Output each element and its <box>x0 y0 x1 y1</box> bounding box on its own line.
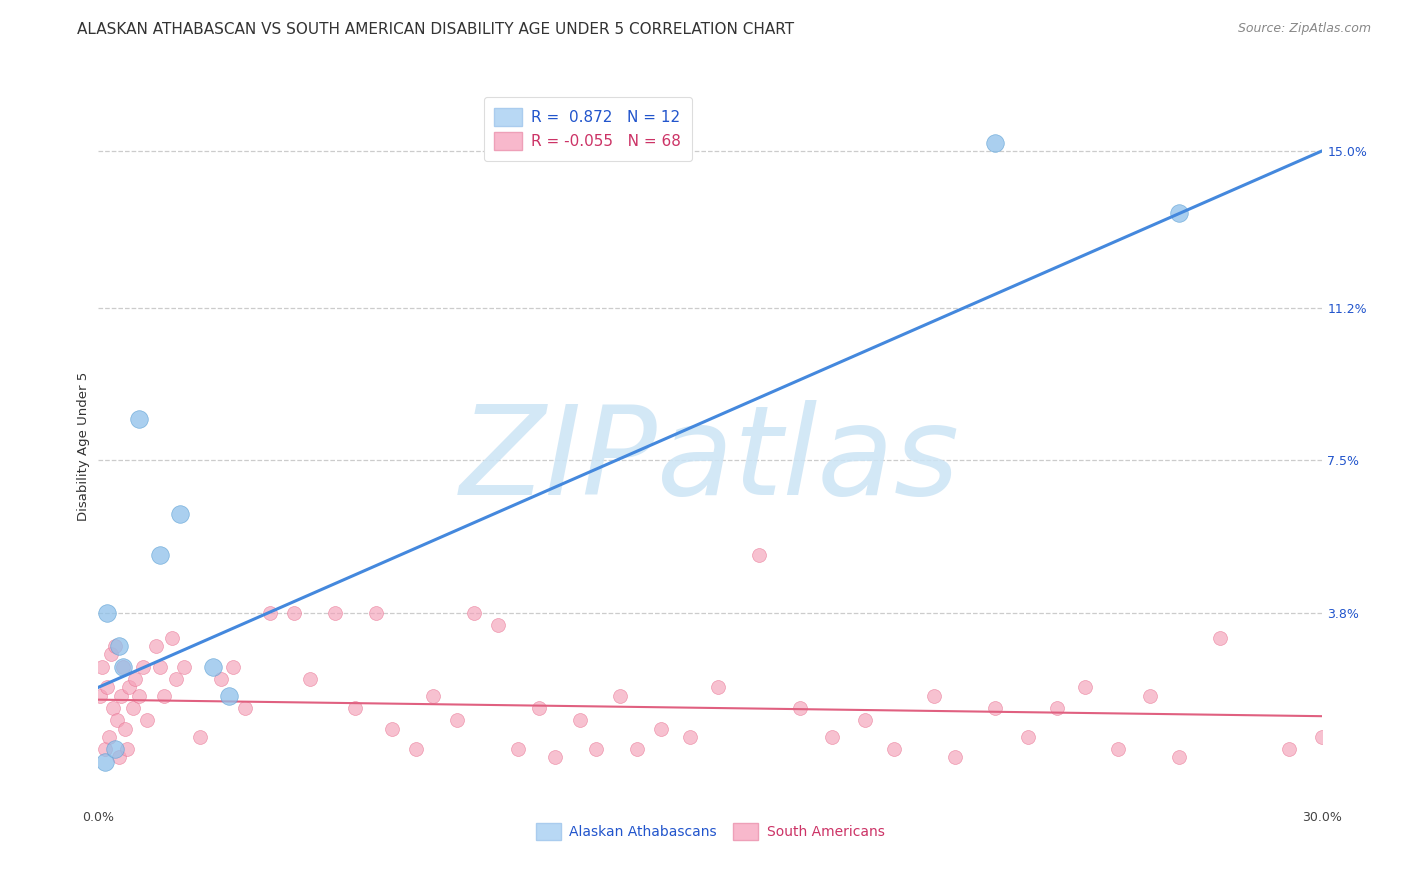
Point <box>1208 631 1232 645</box>
Point <box>381 722 404 736</box>
Point <box>679 730 702 744</box>
Point <box>626 742 648 756</box>
Point <box>233 701 256 715</box>
Point <box>93 755 115 769</box>
Point <box>93 742 115 756</box>
Point <box>883 742 905 756</box>
Point <box>209 672 232 686</box>
Point <box>115 742 138 756</box>
Point <box>1167 750 1189 764</box>
Point <box>748 549 770 563</box>
Point <box>110 689 132 703</box>
Point <box>152 689 174 703</box>
Point <box>188 730 212 744</box>
Point <box>853 714 876 728</box>
Point <box>1139 689 1161 703</box>
Point <box>222 659 245 673</box>
Point <box>585 742 607 756</box>
Text: ZIPatlas: ZIPatlas <box>460 400 960 521</box>
Legend: Alaskan Athabascans, South Americans: Alaskan Athabascans, South Americans <box>530 818 890 846</box>
Point <box>943 750 966 764</box>
Point <box>1074 681 1097 695</box>
Point <box>1310 730 1333 744</box>
Point <box>544 750 567 764</box>
Point <box>96 606 118 620</box>
Point <box>104 639 127 653</box>
Point <box>104 742 127 756</box>
Point <box>609 689 631 703</box>
Point <box>821 730 844 744</box>
Point <box>97 730 120 744</box>
Point <box>111 659 134 673</box>
Point <box>114 722 136 736</box>
Point <box>91 659 114 673</box>
Point <box>108 639 131 653</box>
Point <box>149 549 172 563</box>
Point <box>136 714 159 728</box>
Point <box>201 659 224 673</box>
Point <box>446 714 468 728</box>
Point <box>169 507 191 521</box>
Point <box>96 681 118 695</box>
Point <box>486 618 509 632</box>
Point <box>650 722 672 736</box>
Point <box>984 136 1007 150</box>
Point <box>789 701 811 715</box>
Point <box>422 689 444 703</box>
Y-axis label: Disability Age Under 5: Disability Age Under 5 <box>77 371 90 521</box>
Point <box>463 606 485 620</box>
Point <box>259 606 281 620</box>
Point <box>1167 206 1189 220</box>
Point <box>124 672 146 686</box>
Point <box>707 681 730 695</box>
Point <box>299 672 322 686</box>
Point <box>1278 742 1301 756</box>
Point <box>122 701 145 715</box>
Point <box>922 689 945 703</box>
Point <box>344 701 367 715</box>
Point <box>364 606 387 620</box>
Point <box>149 659 172 673</box>
Point <box>1045 701 1069 715</box>
Text: Source: ZipAtlas.com: Source: ZipAtlas.com <box>1237 22 1371 36</box>
Point <box>105 714 128 728</box>
Point <box>128 689 150 703</box>
Point <box>145 639 167 653</box>
Point <box>132 659 155 673</box>
Point <box>100 648 122 662</box>
Point <box>101 701 124 715</box>
Point <box>405 742 427 756</box>
Text: ALASKAN ATHABASCAN VS SOUTH AMERICAN DISABILITY AGE UNDER 5 CORRELATION CHART: ALASKAN ATHABASCAN VS SOUTH AMERICAN DIS… <box>77 22 794 37</box>
Point <box>128 412 150 426</box>
Point <box>1107 742 1129 756</box>
Point <box>173 659 195 673</box>
Point <box>118 681 141 695</box>
Point <box>160 631 183 645</box>
Point <box>218 689 240 703</box>
Point <box>527 701 550 715</box>
Point <box>89 689 111 703</box>
Point <box>165 672 187 686</box>
Point <box>108 750 131 764</box>
Point <box>283 606 305 620</box>
Point <box>1017 730 1039 744</box>
Point <box>508 742 530 756</box>
Point <box>323 606 346 620</box>
Point <box>111 659 134 673</box>
Point <box>984 701 1007 715</box>
Point <box>568 714 591 728</box>
